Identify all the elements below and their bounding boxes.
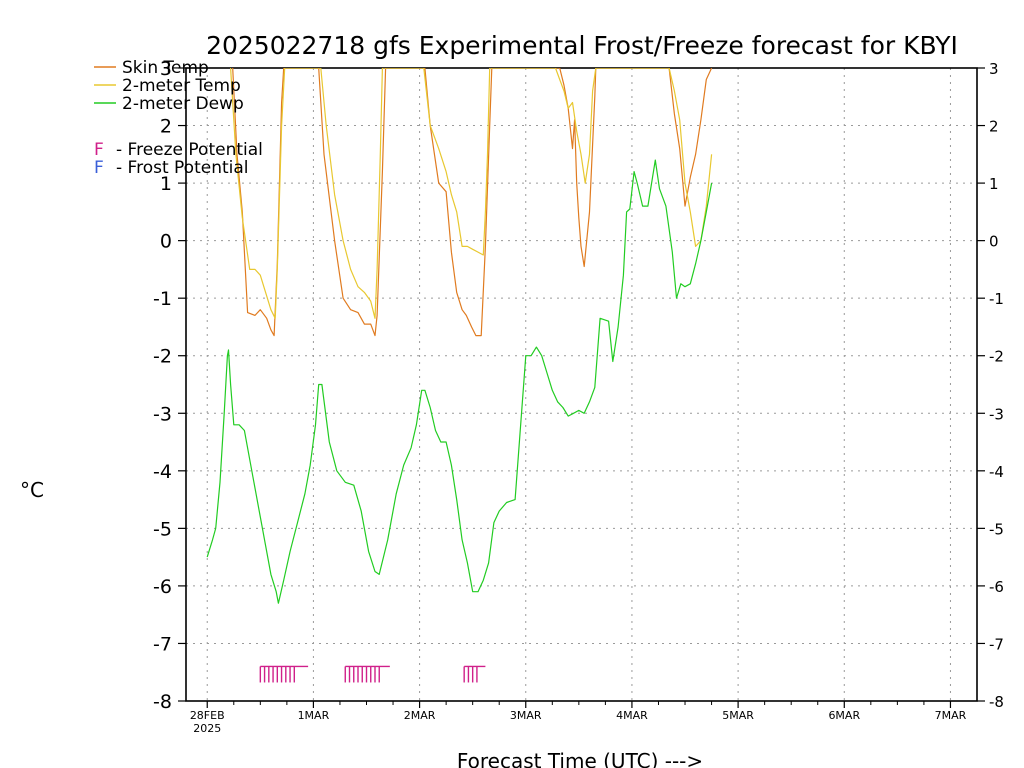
plot-frame [185, 67, 978, 702]
legend-label: Skin Temp [122, 58, 209, 78]
y-tick-label-left: -4 [153, 461, 172, 483]
y-tick-label-left: -6 [153, 576, 172, 598]
legend-label: 2-meter Temp [122, 76, 241, 96]
y-tick-label-right: 0 [989, 233, 999, 251]
legend-letter: F [94, 140, 104, 160]
y-tick-label-right: 1 [989, 175, 999, 193]
y-tick-label-left: -1 [153, 288, 172, 310]
x-tick-label: 28FEB [190, 709, 225, 722]
x-tick-label: 6MAR [828, 709, 860, 722]
y-tick-label-right: -7 [989, 635, 1004, 653]
y-tick-label-left: -5 [153, 518, 172, 540]
x-tick-sublabel: 2025 [193, 722, 221, 735]
y-tick-label-right: -1 [989, 290, 1004, 308]
y-tick-label-right: -6 [989, 578, 1004, 596]
freeze-markers [259, 665, 486, 683]
series-group [206, 68, 713, 604]
y-tick-label-right: -2 [989, 348, 1004, 366]
2-meter-dewp-line [206, 159, 713, 604]
legend-label: 2-meter Dewp [122, 94, 244, 114]
x-tick-label: 1MAR [298, 709, 330, 722]
legend-label: - Freeze Potential [116, 140, 263, 160]
y-tick-label-left: -8 [153, 691, 172, 713]
y-tick-label-left: -3 [153, 403, 172, 425]
y-tick-label-right: -3 [989, 405, 1004, 423]
y-tick-label-right: 2 [989, 118, 999, 136]
y-tick-label-right: -5 [989, 520, 1004, 538]
y-tick-label-left: 2 [160, 116, 172, 138]
y-axis-label: °C [20, 478, 44, 502]
y-tick-label-right: -4 [989, 463, 1004, 481]
x-tick-label: 7MAR [935, 709, 967, 722]
y-tick-label-left: -7 [153, 633, 172, 655]
legend-label: - Frost Potential [116, 158, 249, 178]
x-tick-label: 3MAR [510, 709, 542, 722]
y-tick-label-right: -8 [989, 693, 1004, 711]
2-meter-temp-line [230, 68, 713, 319]
y-tick-label-left: 1 [160, 173, 172, 195]
x-tick-label: 4MAR [616, 709, 648, 722]
axes: -8 -8 -7 -7 -6 -6 -5 -5 -4 -4 -3 -3 -2 -2 -1 -1 0 0 1 1 2 2 3 3… [153, 58, 1004, 735]
legend-letter: F [94, 158, 104, 178]
grid [186, 68, 977, 701]
x-tick-label: 2MAR [404, 709, 436, 722]
x-tick-label: 5MAR [722, 709, 754, 722]
y-tick-label-left: -2 [153, 346, 172, 368]
y-tick-label-right: 3 [989, 60, 999, 78]
y-tick-label-left: 3 [160, 58, 172, 80]
x-axis-label: Forecast Time (UTC) ---> [457, 749, 703, 768]
skin-temp-line [232, 68, 713, 337]
y-tick-label-left: 0 [160, 231, 172, 253]
chart-title: 2025022718 gfs Experimental Frost/Freeze… [206, 31, 958, 60]
